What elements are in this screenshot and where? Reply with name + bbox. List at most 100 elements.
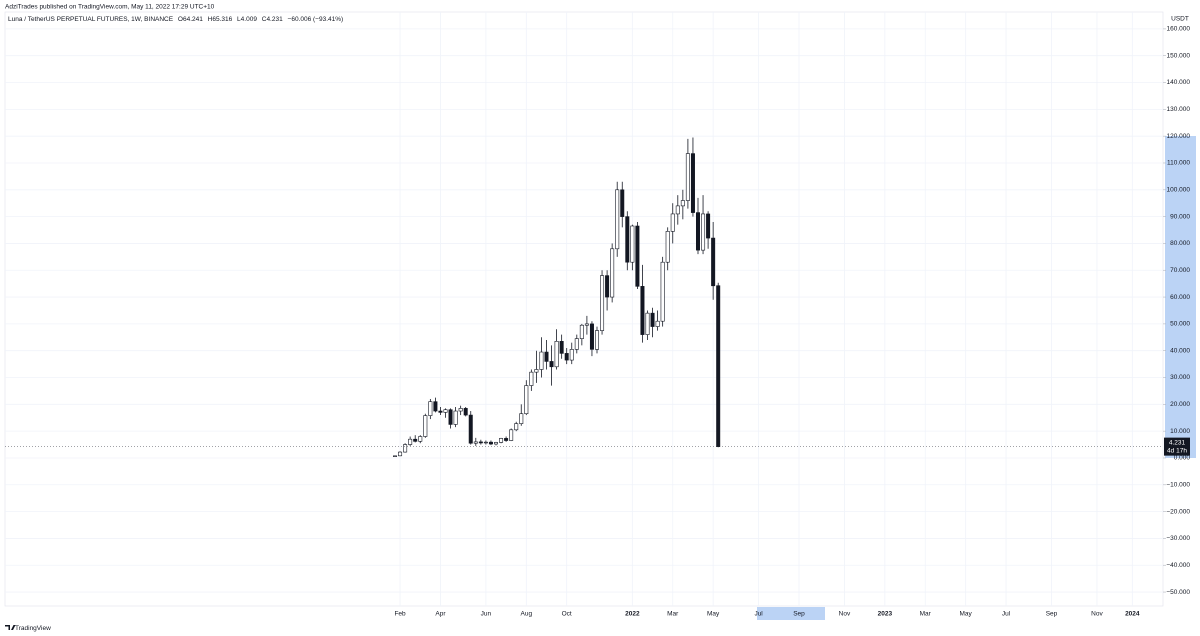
x-tick-label: Aug xyxy=(521,611,533,618)
candle-body xyxy=(584,323,589,326)
x-tick-label: Sep xyxy=(1046,611,1058,618)
y-tick-label: −40.000 xyxy=(1166,562,1190,569)
candle-body xyxy=(392,455,397,457)
candle-body xyxy=(685,153,690,201)
y-tick-label: 70.000 xyxy=(1170,267,1190,274)
candle-body xyxy=(524,385,529,415)
candle-body xyxy=(519,413,524,424)
brand-logo xyxy=(5,625,16,630)
candle-body xyxy=(670,213,675,232)
x-tick-label: 2022 xyxy=(625,611,640,618)
candle-body xyxy=(701,213,706,251)
brand: TradingView xyxy=(5,625,51,632)
candle-body xyxy=(660,261,665,322)
x-tick-label: Mar xyxy=(920,611,932,618)
candle-body xyxy=(539,351,544,370)
last-price-badge xyxy=(1164,437,1190,456)
low-label: L4.009 xyxy=(237,16,257,23)
candle-body xyxy=(544,351,549,362)
candle-body xyxy=(680,200,685,207)
candle-body xyxy=(711,237,716,287)
candles xyxy=(392,137,721,457)
y-tick-label: 130.000 xyxy=(1167,106,1191,113)
x-tick-label: Jul xyxy=(1002,611,1011,618)
candle-body xyxy=(665,231,670,263)
candle-body xyxy=(509,429,514,441)
y-tick-label: 110.000 xyxy=(1167,160,1190,167)
candle-body xyxy=(438,410,443,413)
candle-body xyxy=(600,275,605,331)
y-tick-label: 100.000 xyxy=(1167,187,1191,194)
candle-body xyxy=(398,451,403,457)
y-tick-label: −50.000 xyxy=(1166,589,1190,596)
grid xyxy=(5,12,1163,606)
x-tick-label: Apr xyxy=(435,611,446,618)
candle-body xyxy=(645,312,650,335)
candle-body xyxy=(504,438,509,441)
published-line: AdziTrades published on TradingView.com,… xyxy=(5,4,215,11)
candle-body xyxy=(514,423,519,431)
candle-body xyxy=(493,442,498,445)
x-tick-label: May xyxy=(707,611,720,618)
brand-text: TradingView xyxy=(15,625,51,632)
candle-body xyxy=(463,408,468,416)
candle-body xyxy=(635,225,640,287)
x-tick-label: 2024 xyxy=(1125,611,1140,618)
x-tick-label: Nov xyxy=(1091,611,1103,618)
candle-body xyxy=(640,286,645,335)
candle-body xyxy=(408,438,413,445)
candle-body xyxy=(594,330,599,350)
y-tick-label: 160.000 xyxy=(1167,26,1191,33)
candle-body xyxy=(569,349,574,361)
candle-body xyxy=(529,371,534,386)
y-range-highlight xyxy=(1165,136,1196,458)
candle-body xyxy=(564,353,569,361)
y-tick-label: 80.000 xyxy=(1170,240,1190,247)
candle-body xyxy=(549,361,554,368)
candle-body xyxy=(630,225,635,263)
countdown-label: 4d 17h xyxy=(1167,447,1187,454)
y-tick-label: −10.000 xyxy=(1166,482,1190,489)
y-tick-label: 60.000 xyxy=(1170,294,1190,301)
candle-body xyxy=(706,213,711,239)
candle-body xyxy=(473,441,478,444)
candle-body xyxy=(428,401,433,416)
candle-body xyxy=(554,341,559,368)
candle-body xyxy=(413,438,418,442)
high-label: H65.316 xyxy=(208,16,233,23)
candle-body xyxy=(690,153,695,213)
candle-body xyxy=(620,189,625,217)
candle-body xyxy=(589,323,594,350)
candle-body xyxy=(605,275,610,298)
open-label: O64.241 xyxy=(178,16,203,23)
y-tick-label: 30.000 xyxy=(1170,374,1190,381)
x-tick-label: Nov xyxy=(839,611,851,618)
candle-body xyxy=(453,410,458,425)
y-tick-label: 0.000 xyxy=(1174,455,1191,462)
axis-labels: 160.000 150.000 140.000 130.000 120.000 110.0… xyxy=(5,26,1190,618)
x-tick-label: Oct xyxy=(562,611,572,618)
y-tick-label: 10.000 xyxy=(1170,428,1190,435)
close-label: C4.231 xyxy=(262,16,283,23)
candle-body xyxy=(499,438,504,443)
candle-body xyxy=(433,401,438,412)
y-tick-label: 90.000 xyxy=(1170,213,1190,220)
plot-frame xyxy=(4,11,1164,607)
y-tick-label: 150.000 xyxy=(1167,52,1191,59)
x-tick-label: 2023 xyxy=(878,611,893,618)
candle-body xyxy=(650,312,655,327)
candle-body xyxy=(468,414,473,444)
y-tick-label: 50.000 xyxy=(1170,321,1190,328)
x-tick-label: Mar xyxy=(667,611,679,618)
symbol-title: Luna / TetherUS PERPETUAL FUTURES, 1W, B… xyxy=(8,16,343,23)
candle-body xyxy=(675,205,680,215)
candle-body xyxy=(458,408,463,412)
candle-body xyxy=(615,189,620,250)
y-tick-label: 120.000 xyxy=(1167,133,1191,140)
x-tick-label: Jul xyxy=(754,611,763,618)
candle-body xyxy=(610,248,615,298)
candle-body xyxy=(534,369,539,373)
candle-body xyxy=(448,409,453,425)
currency-label: USDT xyxy=(1171,16,1189,23)
